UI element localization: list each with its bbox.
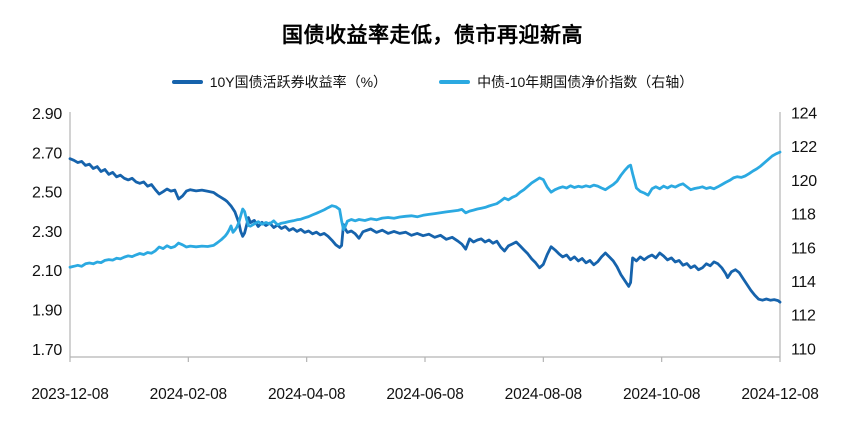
- x-axis-tick-label: 2024-10-08: [623, 386, 700, 403]
- legend-label-index: 中债-10年期国债净价指数（右轴）: [477, 74, 694, 90]
- x-axis-tick-label: 2023-12-08: [31, 386, 108, 403]
- left-axis-tick-label: 1.70: [32, 342, 62, 359]
- left-axis-tick-label: 2.50: [32, 185, 62, 202]
- right-axis-tick-label: 110: [791, 341, 816, 358]
- chart-title: 国债收益率走低，债市再迎新高: [282, 24, 583, 47]
- index-line-series: [68, 150, 782, 269]
- right-axis-tick-label: 124: [791, 106, 817, 123]
- x-axis-tick-label: 2024-02-08: [150, 386, 227, 403]
- legend: 10Y国债活跃券收益率（%） 中债-10年期国债净价指数（右轴）: [0, 72, 865, 92]
- legend-line-swatch-index: [439, 80, 471, 84]
- legend-label-yield: 10Y国债活跃券收益率（%）: [209, 74, 388, 90]
- left-axis-tick-label: 2.10: [32, 263, 62, 280]
- right-axis-tick-label: 114: [791, 274, 816, 291]
- x-axis-tick-label: 2024-06-08: [386, 386, 463, 403]
- legend-item-index: 中债-10年期国债净价指数（右轴）: [439, 72, 693, 92]
- left-axis-tick-label: 2.90: [32, 106, 62, 123]
- right-axis-tick-label: 118: [791, 207, 816, 224]
- legend-item-yield: 10Y国债活跃券收益率（%）: [171, 72, 388, 92]
- legend-line-swatch-yield: [171, 80, 203, 84]
- right-axis-tick-label: 112: [791, 308, 816, 325]
- right-axis-tick-label: 122: [791, 139, 817, 156]
- left-axis-tick-label: 2.70: [32, 145, 62, 162]
- x-axis-tick-label: 2024-12-08: [741, 386, 818, 403]
- x-axis-tick-label: 2024-04-08: [268, 386, 345, 403]
- yield-line-series: [68, 157, 782, 304]
- left-axis-tick-label: 1.90: [32, 303, 62, 320]
- right-axis-tick-label: 116: [791, 240, 816, 257]
- right-axis-tick-label: 120: [791, 173, 817, 190]
- x-axis-tick-label: 2024-08-08: [505, 386, 582, 403]
- left-axis-tick-label: 2.30: [32, 224, 62, 241]
